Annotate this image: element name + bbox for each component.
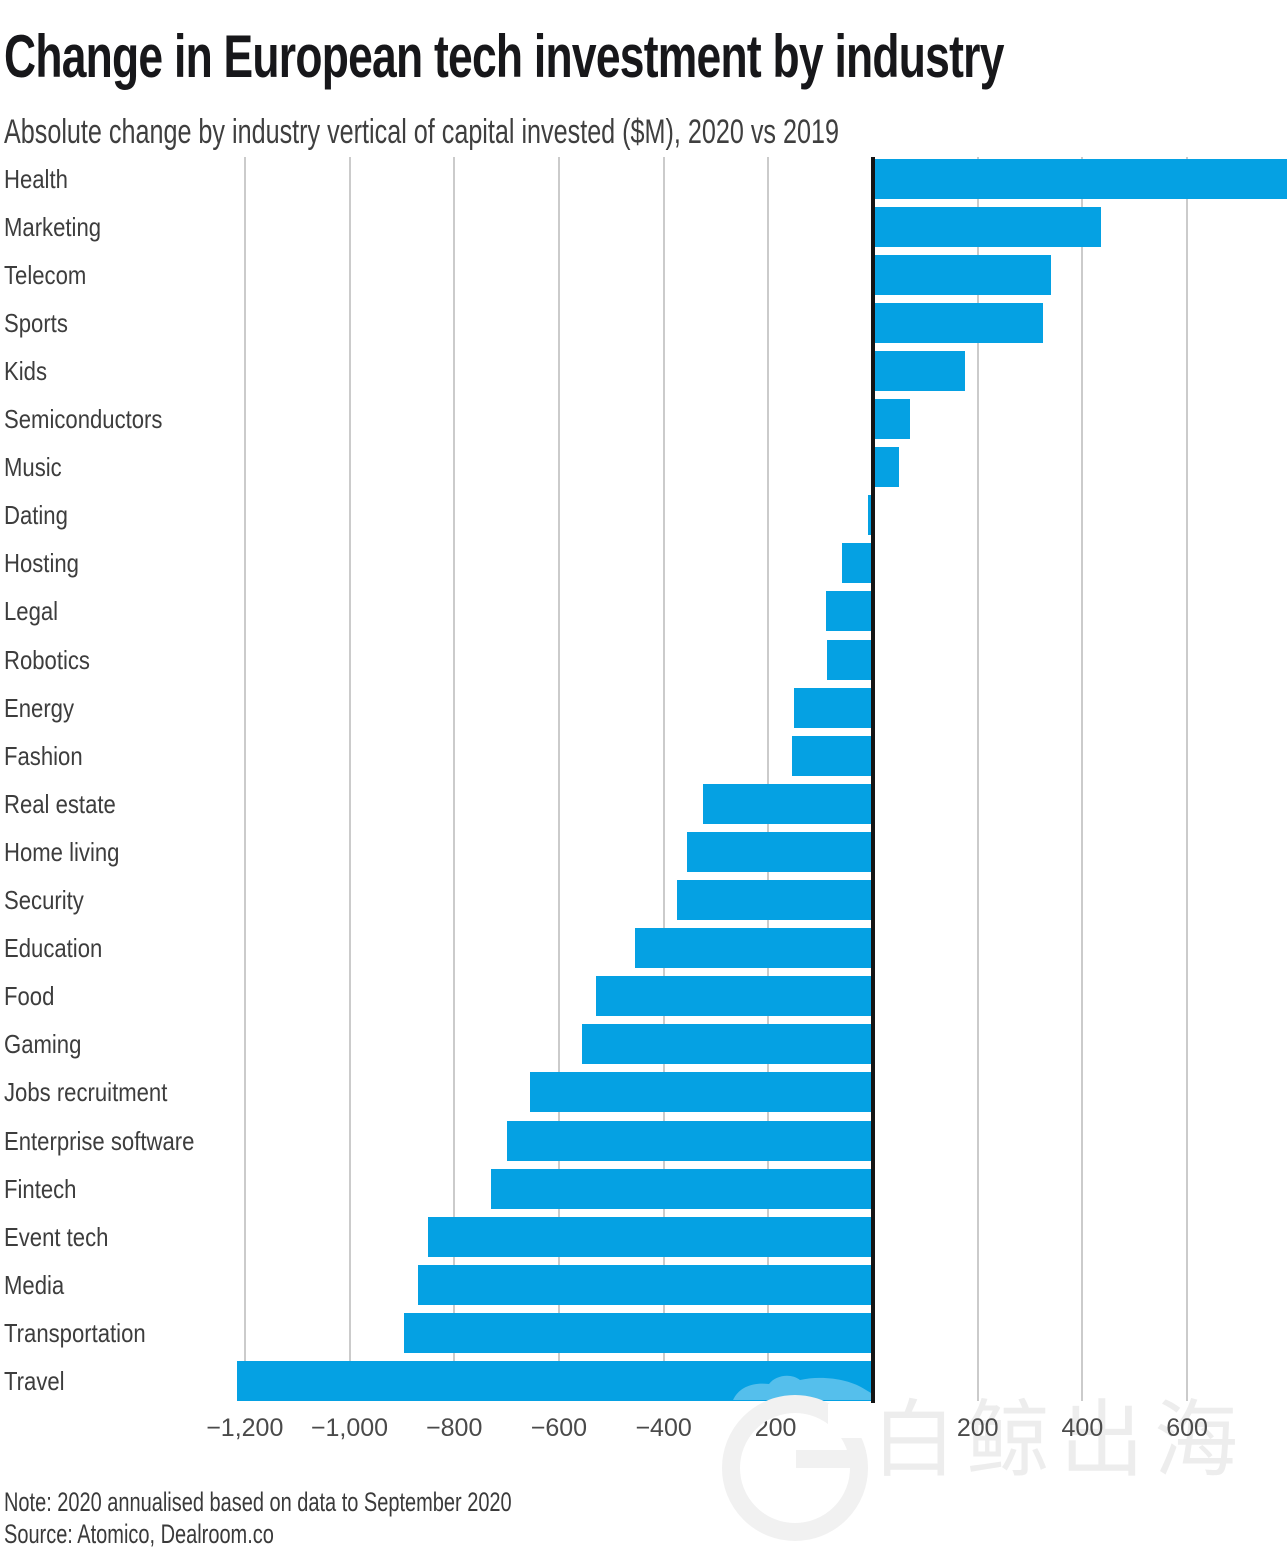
- category-label: Music: [4, 452, 62, 483]
- x-tick-label: −800: [426, 1414, 483, 1442]
- x-tick-label: 400: [1061, 1414, 1104, 1442]
- bar-education: [634, 928, 873, 969]
- bar-food: [595, 976, 873, 1017]
- bar-kids: [873, 350, 965, 391]
- category-label: Jobs recruitment: [4, 1077, 168, 1108]
- category-label: Sports: [4, 307, 68, 338]
- x-tick-label: −1,000: [310, 1414, 389, 1442]
- bar-transportation: [404, 1312, 873, 1353]
- bar-marketing: [873, 206, 1101, 247]
- gridline: [557, 157, 560, 1401]
- bar-dating: [867, 495, 873, 536]
- category-label: Fintech: [4, 1173, 77, 1204]
- gridline: [662, 157, 665, 1401]
- category-label: Dating: [4, 500, 68, 531]
- gridline: [976, 157, 979, 1401]
- zero-axis-line: [871, 157, 875, 1403]
- category-label: Transportation: [4, 1317, 146, 1348]
- x-tick-label: −600: [530, 1414, 588, 1442]
- bar-robotics: [827, 639, 873, 680]
- chart-source: Source: Atomico, Dealroom.co: [4, 1519, 274, 1549]
- x-tick-label: 600: [1166, 1414, 1208, 1442]
- bar-semiconductors: [873, 399, 910, 439]
- category-label: Travel: [4, 1366, 65, 1396]
- bar-fintech: [490, 1168, 873, 1209]
- x-tick-label: 200: [956, 1414, 999, 1442]
- bar-hosting: [841, 543, 873, 584]
- category-label: Kids: [4, 355, 47, 386]
- bar-music: [873, 447, 900, 488]
- category-label: Education: [4, 933, 103, 964]
- category-label: Food: [4, 981, 55, 1012]
- bar-travel: [236, 1361, 873, 1401]
- bar-health: [873, 158, 1287, 199]
- bar-enterprise-software: [506, 1120, 873, 1161]
- category-label: Fashion: [4, 740, 83, 771]
- bar-real-estate: [702, 783, 873, 824]
- bar-security: [676, 880, 873, 920]
- gridline: [1081, 157, 1084, 1401]
- bar-sports: [873, 302, 1044, 343]
- category-label: Media: [4, 1269, 65, 1300]
- category-label: Event tech: [4, 1221, 109, 1252]
- page-title: Change in European tech investment by in…: [4, 23, 1004, 90]
- category-label: Hosting: [4, 548, 79, 579]
- gridline: [453, 157, 456, 1401]
- category-label: Enterprise software: [4, 1125, 195, 1156]
- chart-subtitle: Absolute change by industry vertical of …: [4, 113, 839, 151]
- bar-jobs-recruitment: [530, 1072, 873, 1113]
- bar-gaming: [582, 1024, 873, 1065]
- category-label: Robotics: [4, 644, 90, 675]
- x-tick-label: −1,200: [206, 1414, 284, 1442]
- bar-legal: [825, 591, 873, 632]
- category-label: Telecom: [4, 259, 87, 290]
- bar-home-living: [687, 831, 873, 872]
- gridline: [348, 157, 351, 1401]
- category-label: Legal: [4, 596, 59, 627]
- bar-event-tech: [428, 1216, 873, 1257]
- bar-fashion: [791, 735, 873, 776]
- category-label: Energy: [4, 692, 75, 723]
- gridline: [1186, 157, 1189, 1401]
- chart-note: Note: 2020 annualised based on data to S…: [4, 1487, 512, 1517]
- bar-telecom: [873, 254, 1051, 295]
- category-label: Health: [4, 163, 68, 194]
- category-label: Security: [4, 885, 84, 915]
- bar-energy: [794, 687, 873, 728]
- bar-media: [417, 1264, 873, 1305]
- category-label: Gaming: [4, 1029, 82, 1060]
- x-tick-label: −400: [635, 1414, 692, 1442]
- gridline: [243, 157, 246, 1401]
- gridline: [767, 157, 770, 1401]
- watermark-text: 白鲸出海: [872, 1393, 1249, 1487]
- category-label: Real estate: [4, 788, 116, 819]
- category-label: Home living: [4, 836, 120, 867]
- category-label: Marketing: [4, 211, 102, 242]
- category-label: Semiconductors: [4, 404, 163, 434]
